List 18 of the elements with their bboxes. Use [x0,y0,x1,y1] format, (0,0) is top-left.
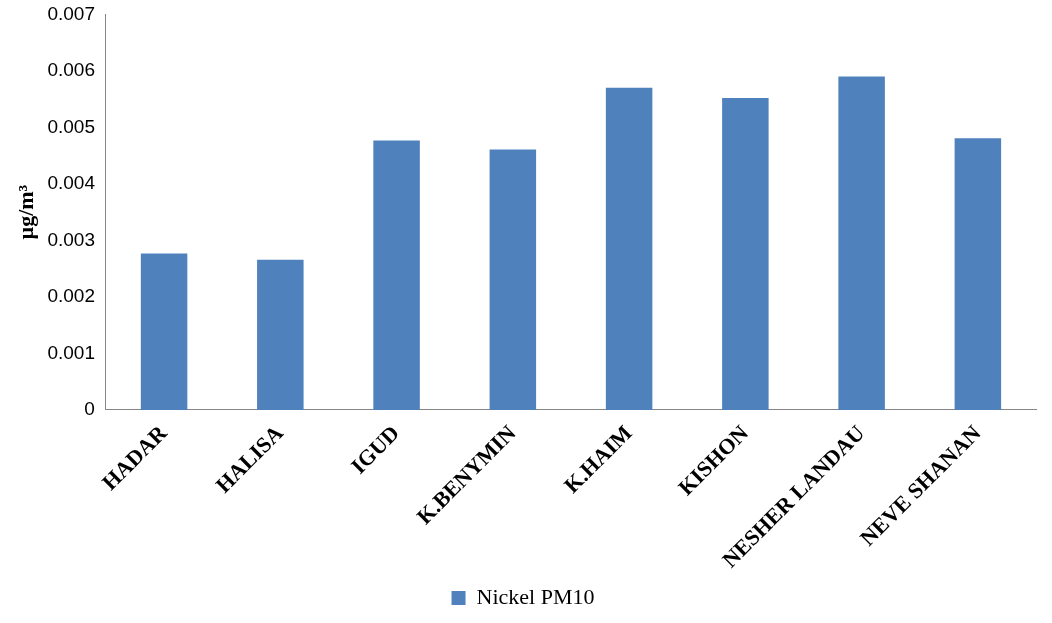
bar [722,98,769,410]
bar [489,149,537,410]
y-tick-label: 0.007 [47,2,95,24]
legend-label: Nickel PM10 [476,583,595,609]
bar [373,140,420,410]
bar [140,253,188,410]
y-tick-label: 0.002 [47,285,95,307]
bar [257,259,304,410]
y-tick-label: 0.005 [47,115,95,137]
bar [838,76,885,410]
y-tick-label: 0.006 [47,59,95,81]
bar [605,87,653,410]
y-tick-label: 0.004 [47,172,96,194]
bar [954,138,1002,410]
y-tick-label: 0 [84,398,95,420]
y-tick-label: 0.003 [47,228,95,250]
y-tick-label: 0.001 [47,341,95,363]
y-axis-title: µg/m³ [12,184,38,240]
